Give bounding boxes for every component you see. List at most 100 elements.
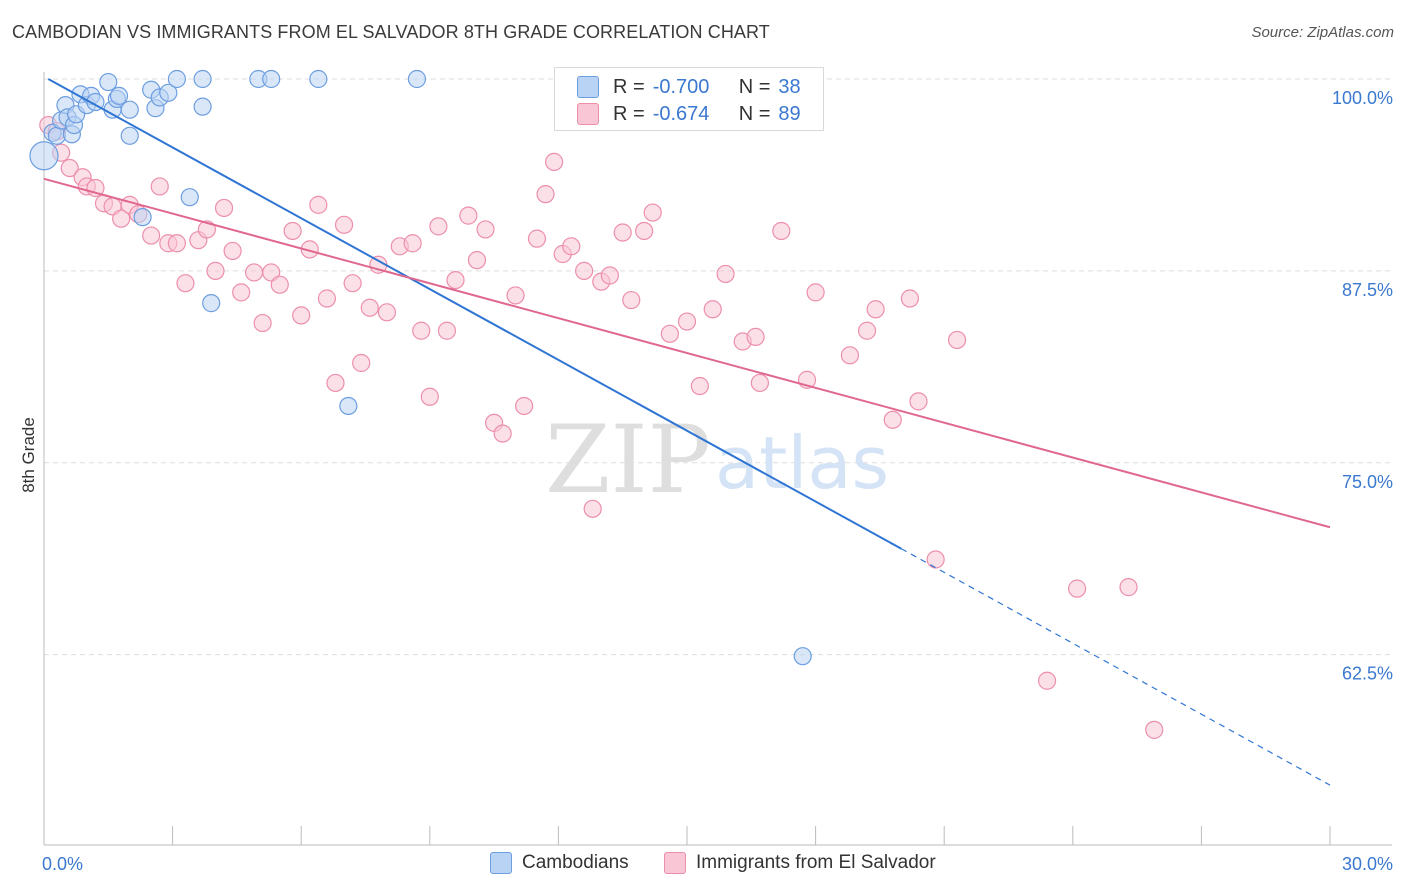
data-point bbox=[112, 209, 131, 228]
legend-swatch-blue bbox=[490, 852, 512, 874]
data-point bbox=[197, 220, 216, 239]
data-point bbox=[583, 499, 602, 518]
data-point bbox=[29, 141, 59, 171]
data-point bbox=[150, 177, 169, 196]
data-point bbox=[283, 221, 302, 241]
data-point bbox=[167, 234, 186, 253]
x-tick-label-min: 0.0% bbox=[42, 854, 83, 874]
data-point bbox=[109, 86, 129, 105]
data-point bbox=[253, 313, 272, 333]
legend-item-cambodians[interactable]: Cambodians bbox=[490, 852, 629, 874]
n-value: 89 bbox=[778, 102, 801, 125]
data-point bbox=[772, 221, 791, 241]
y-axis-label: 8th Grade bbox=[19, 417, 38, 493]
series-legend: Cambodians Immigrants from El Salvador bbox=[0, 852, 1406, 878]
data-point bbox=[703, 300, 722, 319]
data-point bbox=[167, 69, 186, 89]
r-label: R = bbox=[613, 102, 645, 125]
data-point bbox=[926, 550, 945, 569]
data-point bbox=[360, 298, 379, 317]
data-point bbox=[429, 217, 448, 236]
data-point bbox=[545, 152, 564, 171]
data-point bbox=[193, 97, 212, 116]
data-point bbox=[750, 373, 769, 393]
regression-line-el-salvador bbox=[43, 177, 1331, 529]
data-point bbox=[317, 289, 337, 308]
data-point bbox=[292, 306, 311, 325]
watermark: ZIP atlas bbox=[545, 406, 889, 515]
data-point bbox=[202, 294, 221, 313]
data-point bbox=[403, 234, 422, 253]
data-point bbox=[857, 321, 877, 340]
data-point bbox=[900, 289, 920, 308]
data-point bbox=[716, 264, 735, 284]
data-point bbox=[690, 376, 709, 396]
data-point bbox=[142, 226, 161, 245]
data-point bbox=[232, 283, 251, 302]
data-point bbox=[947, 330, 967, 350]
data-point bbox=[515, 396, 534, 416]
data-point bbox=[214, 198, 234, 218]
data-point bbox=[437, 321, 457, 340]
r-value: -0.674 bbox=[652, 102, 710, 125]
data-point bbox=[262, 69, 281, 89]
chart-source: Source: ZipAtlas.com bbox=[1251, 24, 1394, 41]
legend-label: Cambodians bbox=[522, 852, 629, 873]
data-point bbox=[180, 188, 199, 207]
series-cambodians bbox=[29, 69, 812, 666]
legend-swatch-blue bbox=[577, 76, 599, 98]
data-point bbox=[600, 266, 619, 285]
data-point bbox=[643, 203, 662, 222]
data-point bbox=[622, 290, 641, 310]
data-point bbox=[793, 647, 812, 666]
x-tick-label-max: 30.0% bbox=[1342, 854, 1393, 874]
y-tick-label: 100.0% bbox=[1332, 88, 1393, 108]
stats-legend: R = -0.700 N = 38 R = -0.674 N = 89 bbox=[554, 67, 824, 131]
data-point bbox=[309, 195, 328, 214]
n-label: N = bbox=[738, 102, 771, 125]
data-point bbox=[206, 261, 225, 280]
data-point bbox=[840, 346, 859, 365]
data-point bbox=[262, 263, 281, 282]
data-point bbox=[677, 312, 697, 331]
data-point bbox=[99, 72, 118, 92]
data-point bbox=[176, 274, 195, 293]
data-point bbox=[326, 373, 345, 393]
data-point bbox=[339, 396, 358, 416]
data-point bbox=[47, 126, 66, 145]
data-point bbox=[575, 261, 594, 280]
data-point bbox=[635, 221, 654, 241]
data-point bbox=[1145, 720, 1164, 739]
legend-item-el-salvador[interactable]: Immigrants from El Salvador bbox=[664, 852, 936, 874]
chart-title: CAMBODIAN VS IMMIGRANTS FROM EL SALVADOR… bbox=[12, 22, 770, 42]
watermark-zip: ZIP bbox=[545, 406, 711, 515]
data-point bbox=[193, 69, 212, 89]
data-point bbox=[407, 69, 427, 89]
y-tick-label: 87.5% bbox=[1342, 280, 1393, 300]
n-label: N = bbox=[738, 75, 771, 98]
data-point bbox=[377, 303, 397, 322]
gridlines bbox=[44, 78, 1392, 656]
n-value: 38 bbox=[778, 75, 801, 98]
series-immigrants-el-salvador bbox=[39, 115, 1164, 739]
regression-line-cambodians-extrapolated bbox=[901, 548, 1331, 786]
data-point bbox=[60, 158, 79, 178]
data-point bbox=[1067, 579, 1087, 598]
data-point bbox=[883, 410, 902, 429]
data-point bbox=[506, 286, 525, 305]
stats-legend-row-cambodians: R = -0.700 N = 38 bbox=[577, 74, 801, 100]
data-point bbox=[159, 83, 178, 102]
y-tick-label: 62.5% bbox=[1342, 664, 1393, 684]
data-point bbox=[120, 100, 139, 119]
data-point bbox=[613, 223, 632, 242]
stats-legend-row-el-salvador: R = -0.674 N = 89 bbox=[577, 101, 801, 127]
data-point bbox=[133, 208, 152, 227]
data-point bbox=[527, 229, 547, 248]
data-point bbox=[476, 220, 495, 239]
data-point bbox=[223, 241, 242, 261]
data-point bbox=[1037, 671, 1057, 690]
data-point bbox=[909, 392, 928, 411]
data-point bbox=[562, 237, 581, 256]
data-point bbox=[536, 185, 555, 204]
